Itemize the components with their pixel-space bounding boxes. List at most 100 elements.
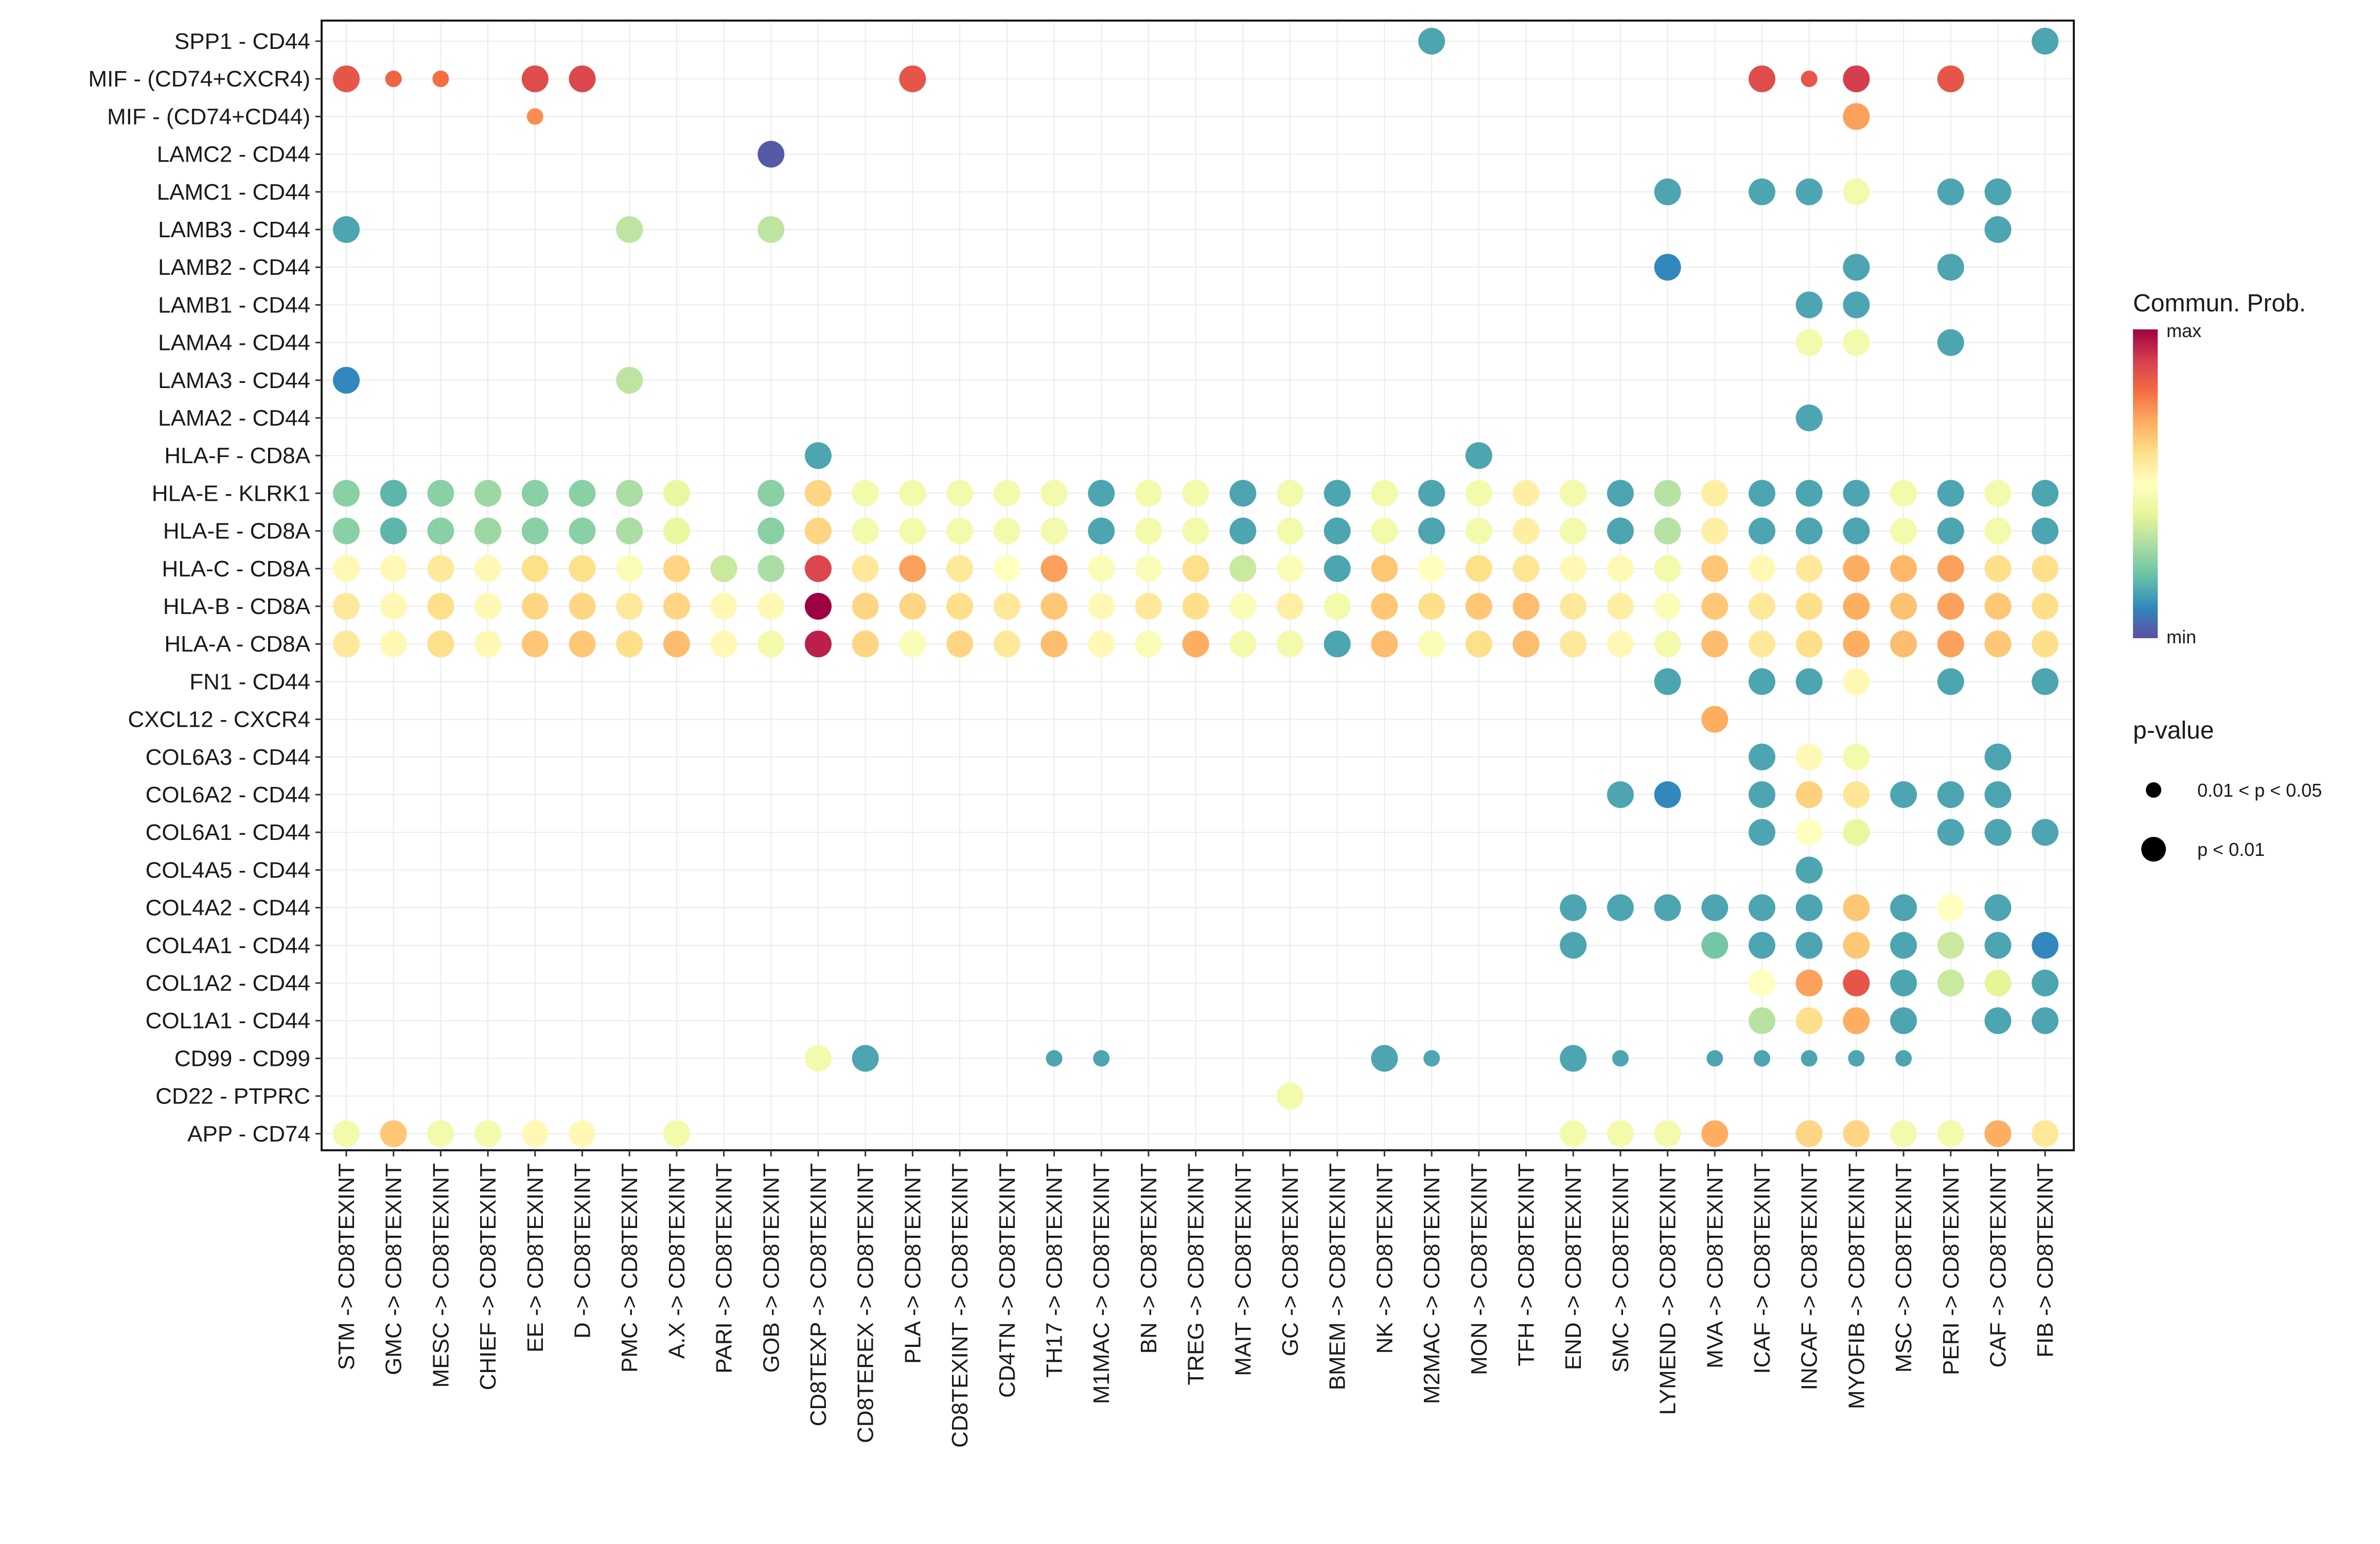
data-point <box>1607 781 1634 808</box>
size-legend-small-label: 0.01 < p < 0.05 <box>2197 780 2322 801</box>
y-tick-label: HLA-F - CD8A <box>164 443 310 468</box>
data-point <box>1895 1050 1912 1067</box>
data-point <box>1984 517 2012 545</box>
data-point <box>1749 480 1775 507</box>
data-point <box>1182 630 1209 658</box>
data-point <box>1465 480 1492 507</box>
data-point <box>1984 555 2012 582</box>
data-point <box>1135 630 1162 658</box>
data-point <box>1749 932 1775 959</box>
data-point <box>1795 743 1823 770</box>
data-point <box>1701 894 1729 921</box>
data-point <box>1749 593 1775 620</box>
data-point <box>1843 781 1870 808</box>
data-point <box>2032 668 2059 695</box>
data-point <box>569 517 596 545</box>
data-point <box>1560 1045 1587 1072</box>
data-point <box>1135 555 1162 582</box>
data-point <box>1229 630 1257 658</box>
data-point <box>1465 593 1492 620</box>
data-point <box>1046 1050 1063 1067</box>
data-point <box>2032 630 2059 658</box>
data-point <box>380 480 407 507</box>
data-point <box>333 1120 360 1147</box>
data-point <box>757 593 785 620</box>
data-point <box>805 593 832 620</box>
data-point <box>1843 932 1870 959</box>
data-point <box>946 555 974 582</box>
data-point <box>380 517 407 545</box>
data-point <box>1984 480 2012 507</box>
data-point <box>993 630 1020 658</box>
data-point <box>1277 1082 1303 1110</box>
data-point <box>1984 932 2012 959</box>
data-point <box>946 630 974 658</box>
data-point <box>474 555 502 582</box>
data-point <box>1937 555 1964 582</box>
x-tick-label: LYMEND -> CD8TEXINT <box>1655 1163 1681 1415</box>
data-point <box>1654 593 1681 620</box>
data-point <box>946 593 974 620</box>
data-point <box>1937 932 1964 959</box>
data-point <box>1560 517 1587 545</box>
data-point <box>663 630 690 658</box>
data-point <box>427 480 454 507</box>
x-tick-label: CD8TEXINT -> CD8TEXINT <box>947 1163 973 1448</box>
x-tick-label: CD8TEREX -> CD8TEXINT <box>853 1163 878 1443</box>
data-point <box>1843 743 1870 770</box>
data-point <box>1560 630 1587 658</box>
data-point <box>1984 1120 2012 1147</box>
data-point <box>2032 1007 2059 1034</box>
data-point <box>1890 555 1917 582</box>
y-tick-label: COL6A1 - CD44 <box>146 820 310 845</box>
x-tick-label: ICAF -> CD8TEXINT <box>1750 1163 1775 1374</box>
data-point <box>1607 480 1634 507</box>
data-point <box>427 517 454 545</box>
y-tick-label: APP - CD74 <box>187 1121 310 1147</box>
data-point <box>616 593 643 620</box>
data-point <box>1749 517 1775 545</box>
data-point <box>1984 743 2012 770</box>
x-tick-label: M1MAC -> CD8TEXINT <box>1089 1163 1114 1404</box>
data-point <box>1560 1120 1587 1147</box>
data-point <box>1937 630 1964 658</box>
data-point <box>1701 517 1729 545</box>
data-point <box>1418 28 1445 55</box>
data-point <box>1749 819 1775 846</box>
data-point <box>946 517 974 545</box>
data-point <box>569 555 596 582</box>
data-point <box>616 366 643 394</box>
data-point <box>1607 630 1634 658</box>
size-legend-large-label: p < 0.01 <box>2197 839 2265 860</box>
data-point <box>1560 932 1587 959</box>
x-tick-label: BN -> CD8TEXINT <box>1136 1163 1161 1354</box>
data-point <box>569 480 596 507</box>
data-point <box>1843 517 1870 545</box>
data-point <box>1607 593 1634 620</box>
data-point <box>1795 178 1823 205</box>
data-point <box>1371 480 1398 507</box>
data-point <box>1418 517 1445 545</box>
data-point <box>2032 517 2059 545</box>
data-point <box>1041 517 1068 545</box>
data-point <box>757 630 785 658</box>
data-point <box>710 630 737 658</box>
data-point <box>1749 668 1775 695</box>
y-axis: SPP1 - CD44 MIF - (CD74+CXCR4) MIF - (CD74… <box>89 29 322 1147</box>
y-tick-label: LAMB1 - CD44 <box>158 292 310 318</box>
data-point <box>1135 480 1162 507</box>
data-point <box>805 630 832 658</box>
y-tick-label: HLA-E - KLRK1 <box>152 481 310 506</box>
data-point <box>1890 894 1917 921</box>
data-point <box>1749 1007 1775 1034</box>
data-point <box>1795 781 1823 808</box>
data-point <box>899 517 926 545</box>
data-point <box>2032 480 2059 507</box>
data-point <box>1749 630 1775 658</box>
data-point <box>333 517 360 545</box>
data-point <box>2032 28 2059 55</box>
data-point <box>1890 970 1917 996</box>
data-point <box>1937 254 1964 281</box>
data-point <box>1654 555 1681 582</box>
data-point <box>852 555 879 582</box>
